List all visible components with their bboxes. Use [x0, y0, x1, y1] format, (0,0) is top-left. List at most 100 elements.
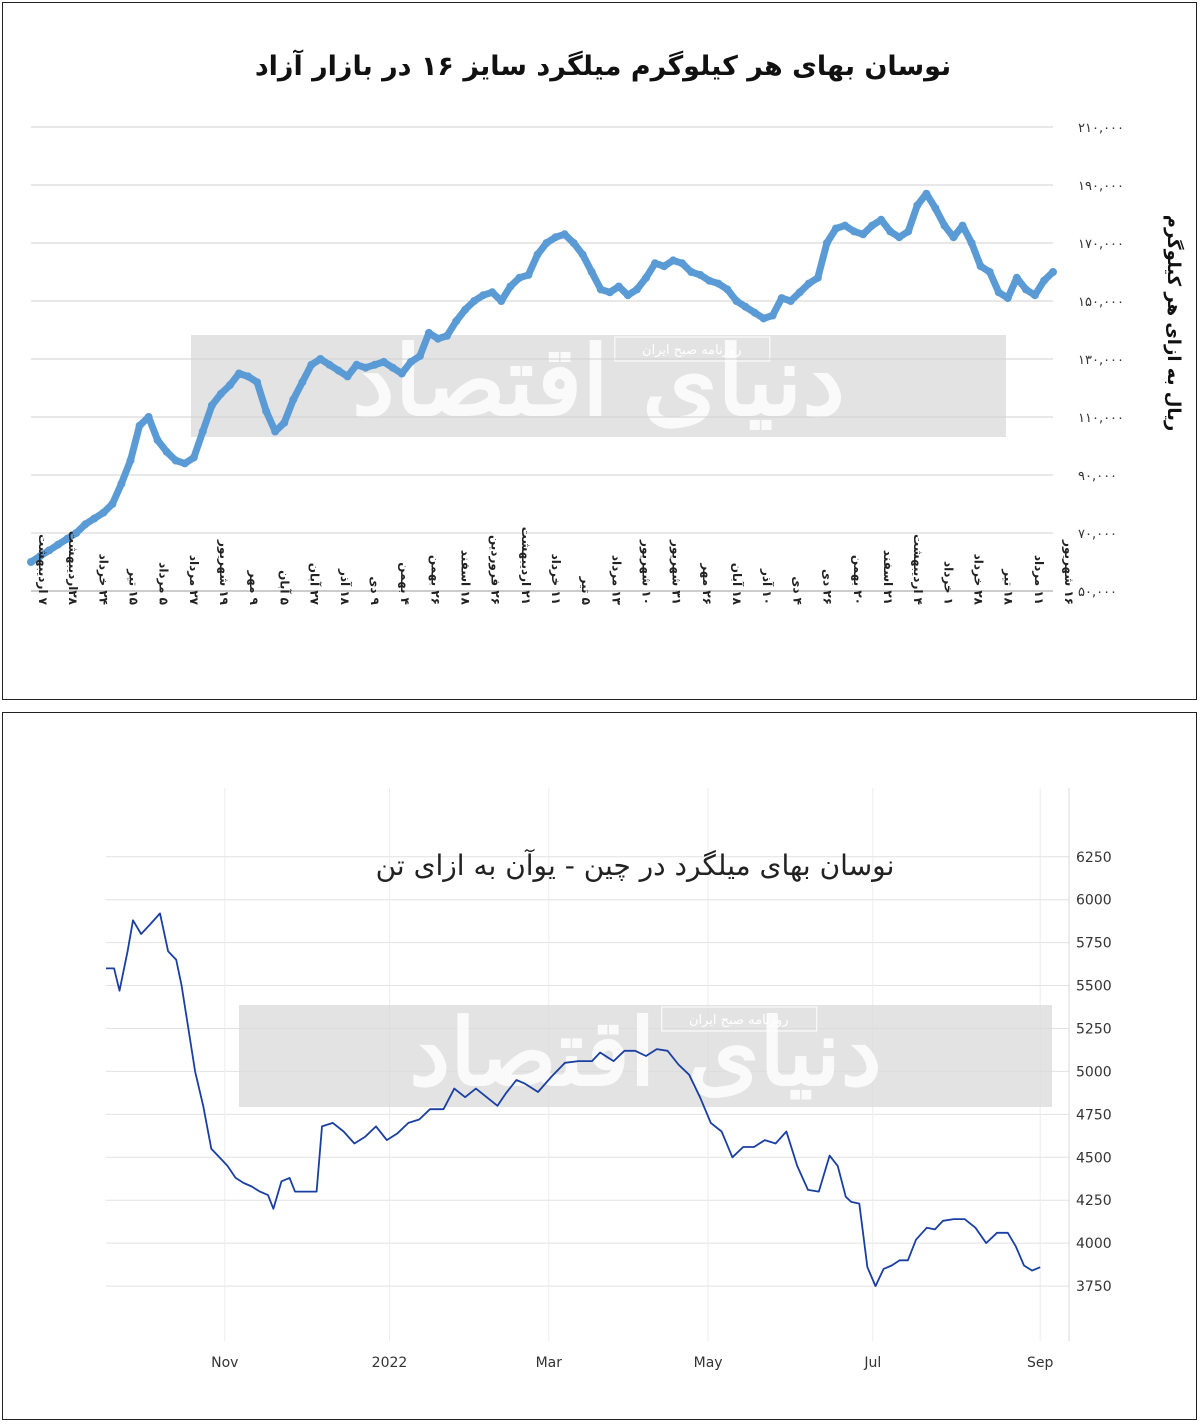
- watermark-brand-text: دنیای اقتصاد: [352, 325, 845, 438]
- data-point: [63, 534, 72, 543]
- data-point: [244, 372, 253, 381]
- data-point: [433, 334, 442, 343]
- data-point: [732, 297, 741, 305]
- data-point: [144, 413, 153, 421]
- data-point: [225, 381, 234, 390]
- data-point: [271, 427, 280, 436]
- x-tick-label: Mar: [536, 1355, 563, 1371]
- y-tick-label: ۱۹۰,۰۰۰: [1078, 179, 1124, 194]
- x-tick-label: Sep: [1027, 1355, 1054, 1371]
- data-point: [171, 456, 180, 465]
- data-point: [524, 270, 533, 279]
- x-tick-label: May: [694, 1355, 723, 1371]
- data-point: [786, 297, 795, 305]
- data-point: [632, 285, 641, 294]
- y-tick-label: ۹۰,۰۰۰: [1078, 469, 1117, 484]
- y-tick-label: 6250: [1076, 850, 1112, 866]
- x-tick-label: ۴ بهمن: [398, 562, 412, 605]
- data-point: [714, 279, 723, 288]
- data-point: [180, 459, 189, 468]
- data-point: [533, 250, 542, 259]
- data-point: [895, 233, 904, 242]
- x-tick-label: ۱۵ تیر: [127, 568, 141, 605]
- data-point: [551, 233, 560, 242]
- chart-1-svg: نوسان بهای هر کیلوگرم میلگرد سایز ۱۶ در …: [27, 49, 1185, 606]
- x-tick-label: ۲۱ اسفند: [881, 550, 895, 605]
- data-point: [596, 285, 605, 294]
- data-point: [479, 291, 488, 300]
- x-tick-label: ۱۹ شهریور: [216, 539, 231, 606]
- data-point: [280, 418, 289, 427]
- data-point: [831, 224, 840, 233]
- x-tick-label: ۱۸ اسفند: [459, 550, 473, 606]
- x-tick-label: ۵ مرداد: [157, 562, 171, 605]
- data-point: [397, 369, 406, 378]
- data-point: [949, 233, 958, 242]
- data-point: [868, 221, 877, 230]
- data-point: [216, 389, 225, 398]
- data-point: [804, 279, 813, 288]
- data-point: [117, 479, 126, 488]
- data-point: [388, 363, 397, 372]
- x-tick-label: ۹ مهر: [247, 570, 261, 606]
- chart-1-title: نوسان بهای هر کیلوگرم میلگرد سایز ۱۶ در …: [255, 49, 951, 82]
- x-tick-label: ۵ تیر: [579, 576, 593, 605]
- data-point: [352, 360, 361, 369]
- x-tick-label: ۲۸ خرداد: [972, 554, 986, 606]
- y-tick-label: 3750: [1076, 1279, 1112, 1295]
- data-point: [678, 259, 687, 268]
- chart-panel-china-rebar-price: 3750 4000 4250 4500 4750 5000 5250 5500 5750 6000…: [2, 712, 1197, 1420]
- data-point: [795, 288, 804, 297]
- data-point: [443, 331, 452, 340]
- data-point: [642, 273, 651, 282]
- x-tick-label: ۱۰ شهریور: [639, 539, 654, 605]
- data-point: [307, 360, 316, 369]
- chart-1-y-axis-label: ریال به ازای هر کیلوگرم: [1163, 215, 1185, 431]
- x-tick-label: ۴ دی: [790, 576, 804, 605]
- x-tick-label: ۱۱ خرداد: [549, 554, 563, 605]
- y-tick-label: ۷۰,۰۰۰: [1078, 527, 1117, 542]
- chart-panel-iran-rebar-price: نوسان بهای هر کیلوگرم میلگرد سایز ۱۶ در …: [2, 2, 1197, 700]
- data-point: [27, 558, 35, 566]
- data-point: [189, 453, 198, 462]
- data-point: [316, 355, 325, 363]
- data-point: [470, 297, 479, 305]
- data-point: [298, 378, 307, 387]
- x-tick-label: ۲۷ آبان: [308, 563, 323, 606]
- y-tick-label: ۱۳۰,۰۰۰: [1078, 353, 1124, 368]
- x-tick-label: ۲۸اردیبهشت: [66, 531, 80, 606]
- data-point: [198, 427, 207, 436]
- data-point: [452, 317, 461, 326]
- data-point: [623, 291, 632, 300]
- data-point: [235, 369, 244, 378]
- x-tick-label: Nov: [211, 1355, 238, 1371]
- data-point: [587, 268, 596, 276]
- data-point: [253, 378, 262, 387]
- y-tick-label: 5000: [1076, 1064, 1112, 1080]
- x-tick-label: ۱ خرداد: [941, 561, 955, 605]
- x-tick-label: ۵ آبان: [277, 570, 292, 605]
- chart-2-svg: 3750 4000 4250 4500 4750 5000 5250 5500 5750 6000…: [106, 788, 1112, 1371]
- data-point: [723, 285, 732, 294]
- y-tick-label: 4000: [1076, 1236, 1112, 1252]
- data-point: [415, 352, 424, 361]
- data-point: [370, 360, 379, 369]
- x-tick-label: ۱۱ مرداد: [1032, 555, 1046, 605]
- x-tick-label: ۱۳ مرداد: [609, 555, 623, 606]
- x-tick-label: ۲۷ مرداد: [187, 555, 201, 606]
- data-point: [967, 239, 976, 247]
- data-point: [777, 294, 786, 303]
- watermark-subtitle-text: روزنامه صبح ایران: [689, 1013, 789, 1028]
- data-point: [162, 447, 171, 456]
- data-point: [461, 305, 470, 314]
- data-point: [542, 239, 551, 247]
- data-point: [1003, 294, 1012, 303]
- data-point: [705, 276, 714, 285]
- chart-2-price-line: [106, 912, 1041, 1287]
- data-point: [36, 552, 45, 561]
- y-tick-label: 4500: [1076, 1150, 1112, 1166]
- data-point: [207, 401, 216, 410]
- data-point: [958, 221, 967, 230]
- data-point: [72, 529, 81, 537]
